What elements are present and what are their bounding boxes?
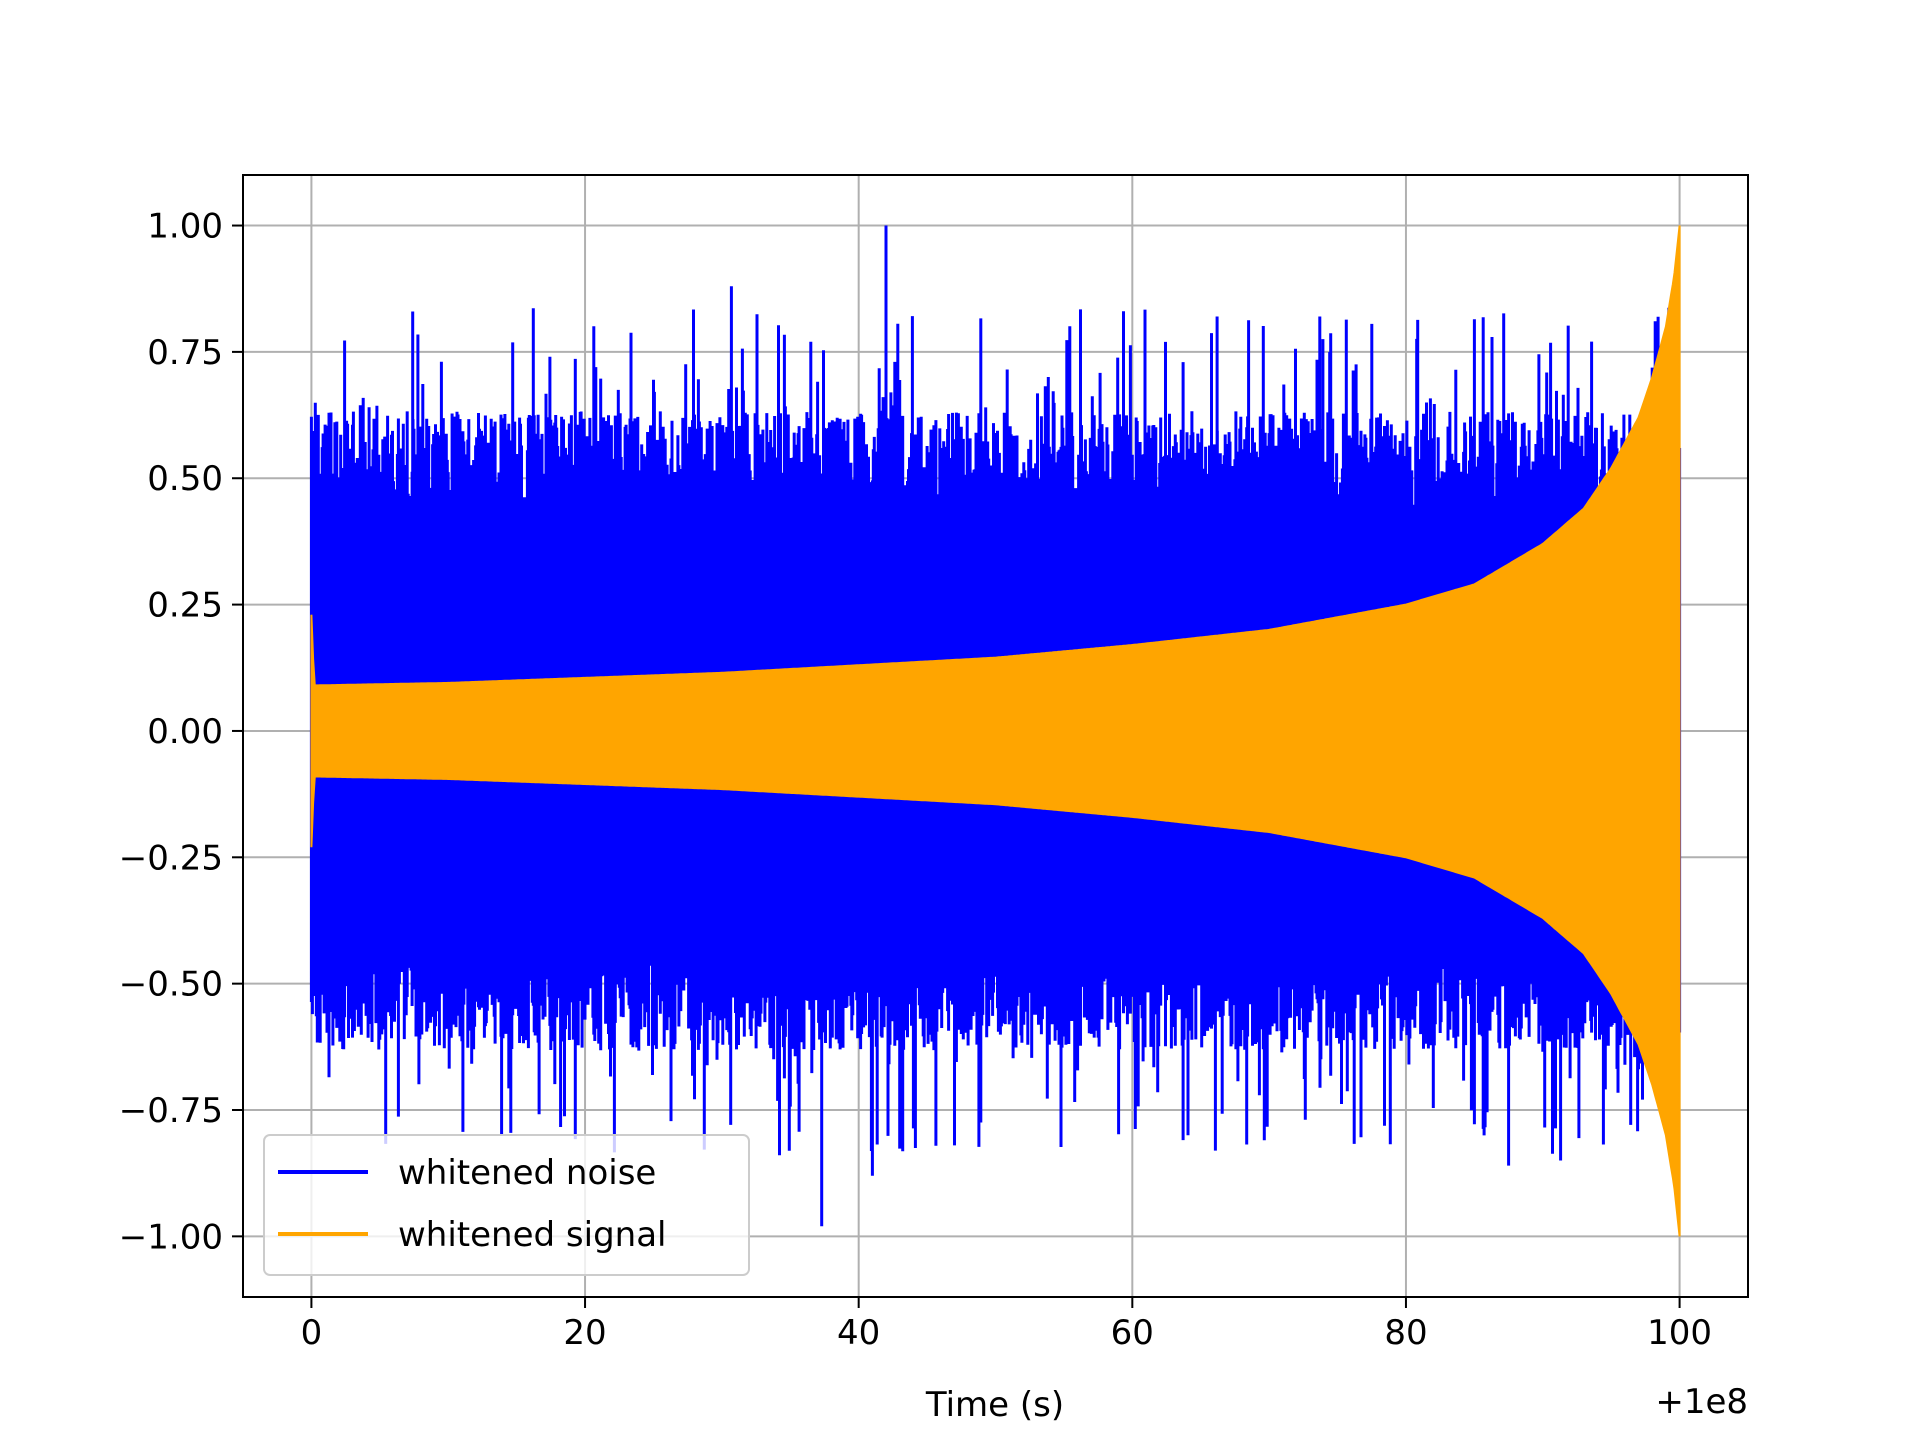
x-tick-label: 20: [563, 1313, 606, 1353]
legend: whitened noise whitened signal: [263, 1134, 750, 1276]
y-tick-label: 0.25: [147, 586, 223, 626]
x-axis-label: Time (s): [925, 1385, 1064, 1425]
x-tick-label: 40: [837, 1313, 880, 1353]
x-tick-label: 100: [1647, 1313, 1712, 1353]
y-tick-label: −1.00: [119, 1217, 223, 1257]
legend-label-whitened-noise: whitened noise: [398, 1153, 656, 1193]
y-tick-label: 0.00: [147, 712, 223, 752]
y-tick-label: 0.50: [147, 459, 223, 499]
plot-frame: [242, 174, 1749, 1298]
series-whitened-signal: [310, 225, 1681, 1237]
x-axis-offset-label: +1e8: [1655, 1382, 1748, 1422]
y-tick-label: 0.75: [147, 333, 223, 373]
legend-box: [263, 1134, 750, 1276]
x-axis-ticks: 0 20 40 60 80 100: [301, 1297, 1712, 1353]
y-tick-label: 1.00: [147, 207, 223, 247]
y-axis-ticks: −1.00 −0.75 −0.50 −0.25 0.00 0.25 0.50 0.75 1.00: [119, 207, 243, 1257]
series-area-whitened-signal: [310, 225, 1681, 1237]
y-tick-label: −0.75: [119, 1091, 223, 1131]
y-tick-label: −0.25: [119, 838, 223, 878]
y-tick-label: −0.50: [119, 965, 223, 1005]
x-tick-label: 60: [1111, 1313, 1154, 1353]
x-tick-label: 0: [301, 1313, 323, 1353]
legend-label-whitened-signal: whitened signal: [398, 1215, 666, 1255]
x-tick-label: 80: [1384, 1313, 1427, 1353]
